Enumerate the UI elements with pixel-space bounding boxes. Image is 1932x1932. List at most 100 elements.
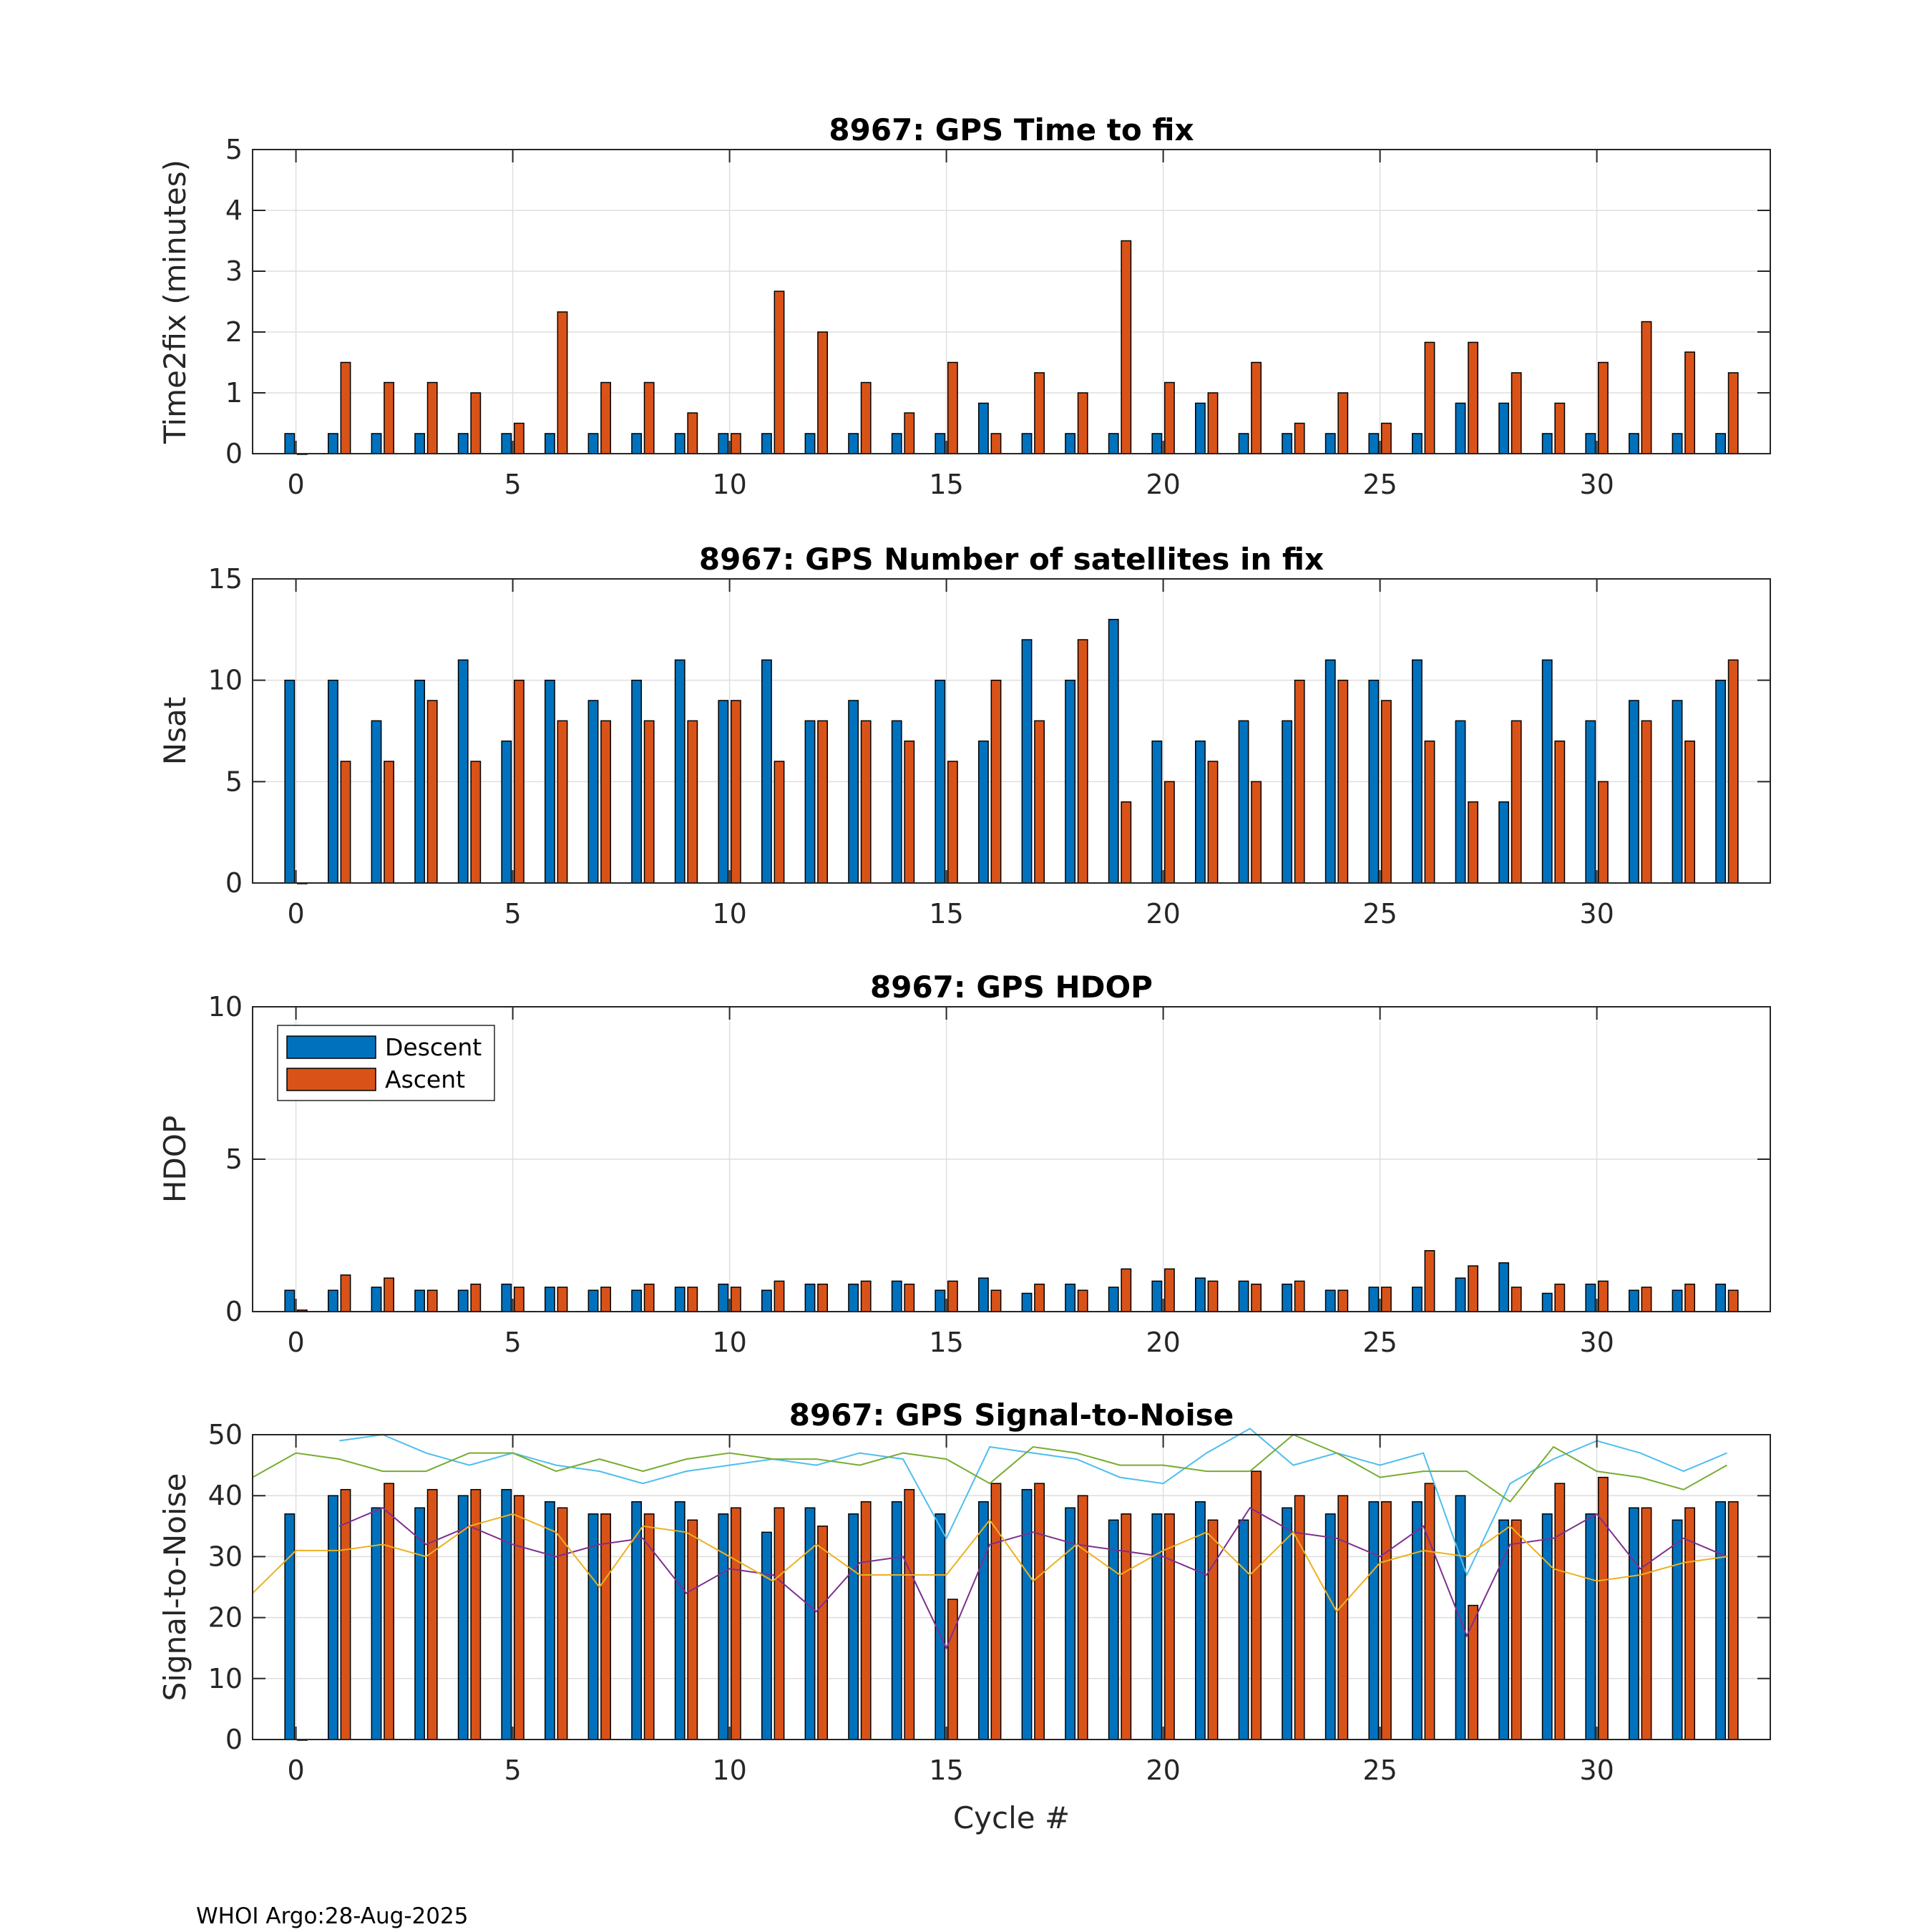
ascent-bar (1684, 740, 1696, 884)
x-tick-label: 20 (1146, 1755, 1180, 1786)
ascent-bar (947, 1599, 958, 1740)
y-tick-label: 10 (208, 991, 243, 1023)
x-tick-label: 10 (712, 1327, 746, 1358)
descent-bar (371, 1507, 382, 1740)
ascent-bar (513, 422, 525, 454)
ascent-bar (1251, 1283, 1262, 1312)
y-tick-label: 20 (208, 1602, 243, 1634)
ascent-bar (990, 1483, 1002, 1740)
ascent-bar (1597, 781, 1609, 884)
ascent-bar (513, 1495, 525, 1740)
ascent-bar (730, 700, 741, 884)
descent-bar (718, 1513, 729, 1740)
descent-bar (414, 1289, 426, 1312)
descent-bar (1585, 433, 1596, 454)
ascent-bar (1034, 720, 1045, 884)
descent-bar (371, 1287, 382, 1312)
y-tick-label: 1 (225, 377, 243, 409)
y-tick-label: 0 (225, 1296, 243, 1327)
y-axis-label: Time2fix (minutes) (157, 160, 192, 444)
ascent-bar (1511, 720, 1522, 884)
descent-bar (761, 659, 772, 884)
chart-title: 8967: GPS Number of satellites in fix (699, 542, 1324, 577)
descent-bar (1672, 1519, 1683, 1740)
ascent-bar (1380, 1501, 1392, 1740)
descent-bar (1108, 1287, 1119, 1312)
ascent-bar (557, 1287, 568, 1312)
ascent-bar (1077, 1289, 1088, 1312)
descent-bar (544, 679, 555, 884)
descent-bar (457, 433, 469, 454)
descent-bar (501, 433, 512, 454)
descent-bar (1324, 433, 1336, 454)
descent-bar (1151, 433, 1163, 454)
ascent-bar (817, 331, 829, 454)
descent-bar (1238, 720, 1249, 884)
ascent-bar (1034, 372, 1045, 454)
ascent-bar (1468, 341, 1479, 454)
ascent-bar (1468, 801, 1479, 884)
snr-line-3 (338, 1506, 1727, 1650)
ascent-bar (1424, 341, 1435, 454)
ascent-bar (1251, 361, 1262, 454)
x-tick-label: 0 (288, 898, 305, 930)
ascent-bar (1251, 781, 1262, 884)
descent-bar (1238, 1519, 1249, 1740)
descent-bar (1108, 618, 1119, 884)
chart-title: 8967: GPS Time to fix (829, 112, 1194, 147)
descent-bar (935, 679, 946, 884)
descent-bar (1021, 1292, 1033, 1312)
ascent-bar (1121, 240, 1132, 454)
x-tick-label: 10 (712, 469, 746, 500)
ascent-bar (1727, 372, 1739, 454)
descent-bar (1541, 433, 1553, 454)
ascent-bar (426, 1289, 438, 1312)
y-tick-label: 40 (208, 1480, 243, 1511)
ascent-bar (1380, 1287, 1392, 1312)
descent-bar (1065, 433, 1076, 454)
ascent-bar (1163, 381, 1175, 454)
ascent-bar (1468, 1604, 1479, 1740)
snr-line-2 (252, 1433, 1727, 1503)
descent-bar (501, 740, 512, 884)
x-tick-label: 10 (712, 1755, 746, 1786)
descent-bar (1541, 659, 1553, 884)
panels: 0 5 10 15 20 25 30 0 1 2 3 4 5 8967: GPS Time to fix T… (157, 112, 1771, 1835)
ascent-bar (340, 1488, 351, 1740)
ascent-bar (1727, 659, 1739, 884)
ascent-bar (557, 720, 568, 884)
ascent-bar (384, 1277, 395, 1312)
descent-bar (1151, 1280, 1163, 1312)
ascent-bar (1337, 1495, 1349, 1740)
descent-bar (587, 700, 599, 884)
x-tick-label: 30 (1579, 898, 1614, 930)
x-tick-label: 30 (1579, 469, 1614, 500)
ascent-bar (1163, 781, 1175, 884)
descent-bar (457, 659, 469, 884)
x-tick-label: 20 (1146, 898, 1180, 930)
footer-text: WHOI Argo:28-Aug-2025 (196, 1903, 468, 1929)
descent-bar (1238, 1280, 1249, 1312)
x-tick-label: 10 (712, 898, 746, 930)
descent-bar (674, 1501, 686, 1740)
descent-bar (1455, 1277, 1466, 1312)
ascent-bar (600, 381, 612, 454)
descent-bar (674, 1287, 686, 1312)
descent-bar (1585, 1283, 1596, 1312)
ascent-bar (1641, 1507, 1652, 1740)
descent-bar (371, 720, 382, 884)
descent-bar (1324, 659, 1336, 884)
descent-bar (631, 679, 643, 884)
axes-box (252, 1434, 1771, 1740)
descent-bar (848, 1283, 859, 1312)
x-tick-label: 5 (504, 1327, 522, 1358)
descent-bar (1672, 700, 1683, 884)
ascent-bar (687, 1287, 698, 1312)
ascent-bar (1511, 372, 1522, 454)
x-tick-label: 15 (929, 469, 963, 500)
descent-bar (371, 433, 382, 454)
descent-bar (1541, 1292, 1553, 1312)
descent-bar (1411, 1501, 1423, 1740)
ascent-bar (1121, 801, 1132, 884)
